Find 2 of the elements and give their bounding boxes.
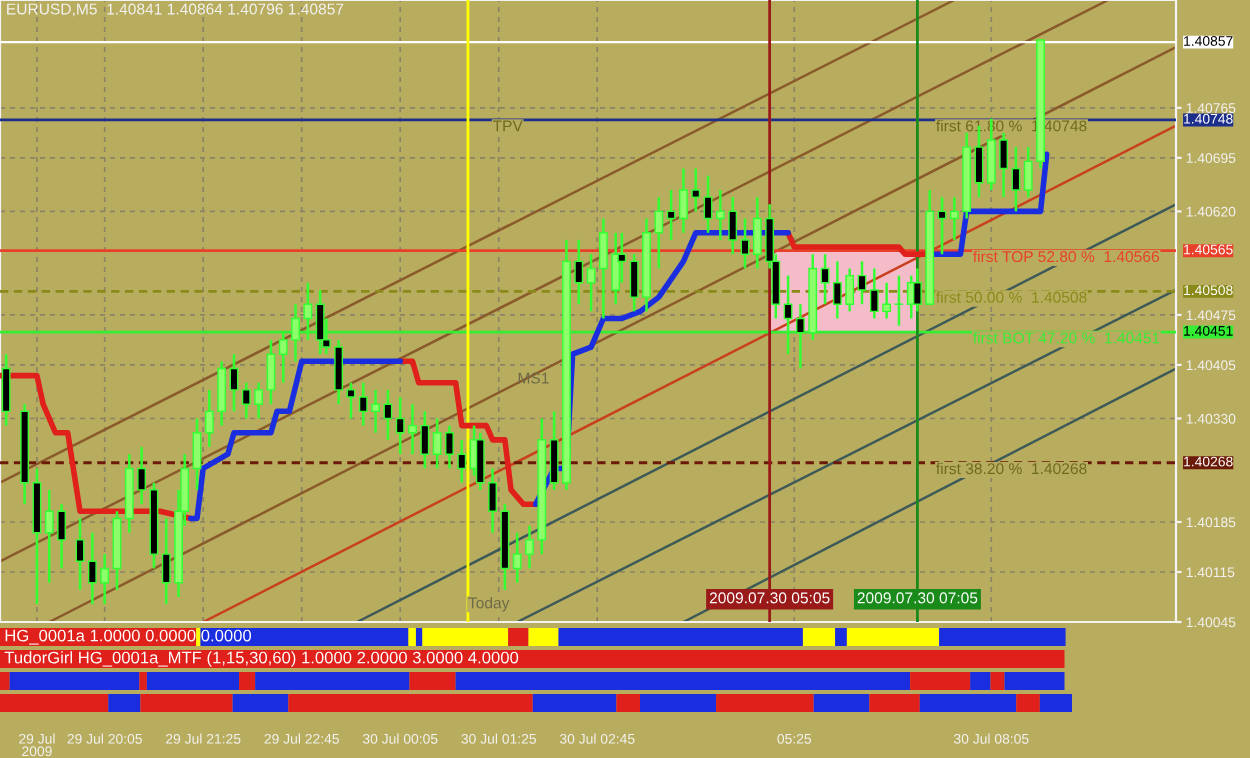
annotation: TudorGirl HG_0001a_MTF (1,15,30,60) 1.0000 2.0000 3.0000 4.0000 <box>4 651 519 667</box>
annotation: HG_0001a 1.0000 0.0000 0.0000 <box>5 629 252 645</box>
